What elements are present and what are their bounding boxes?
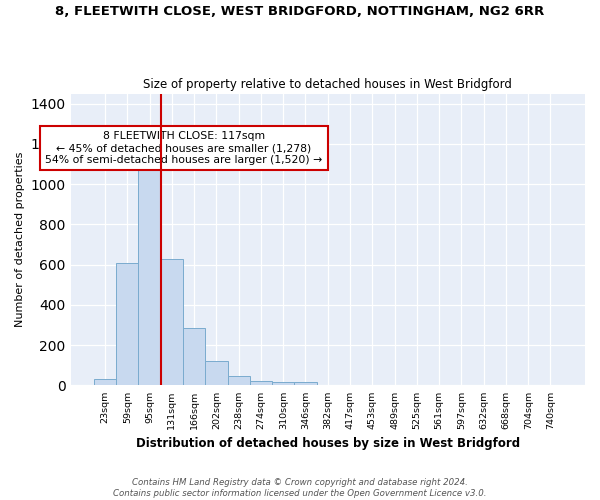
Bar [116, 262, 139, 386]
Bar [250, 382, 272, 386]
Text: Contains HM Land Registry data © Crown copyright and database right 2024.
Contai: Contains HM Land Registry data © Crown c… [113, 478, 487, 498]
Bar [295, 382, 317, 386]
Bar [205, 362, 227, 386]
Text: 8, FLEETWITH CLOSE, WEST BRIDGFORD, NOTTINGHAM, NG2 6RR: 8, FLEETWITH CLOSE, WEST BRIDGFORD, NOTT… [55, 5, 545, 18]
Bar [272, 382, 295, 386]
Bar [227, 376, 250, 386]
Bar [161, 258, 183, 386]
Bar [139, 166, 161, 386]
Y-axis label: Number of detached properties: Number of detached properties [15, 152, 25, 327]
X-axis label: Distribution of detached houses by size in West Bridgford: Distribution of detached houses by size … [136, 437, 520, 450]
Bar [94, 380, 116, 386]
Bar [183, 328, 205, 386]
Text: 8 FLEETWITH CLOSE: 117sqm
← 45% of detached houses are smaller (1,278)
54% of se: 8 FLEETWITH CLOSE: 117sqm ← 45% of detac… [45, 132, 322, 164]
Title: Size of property relative to detached houses in West Bridgford: Size of property relative to detached ho… [143, 78, 512, 91]
